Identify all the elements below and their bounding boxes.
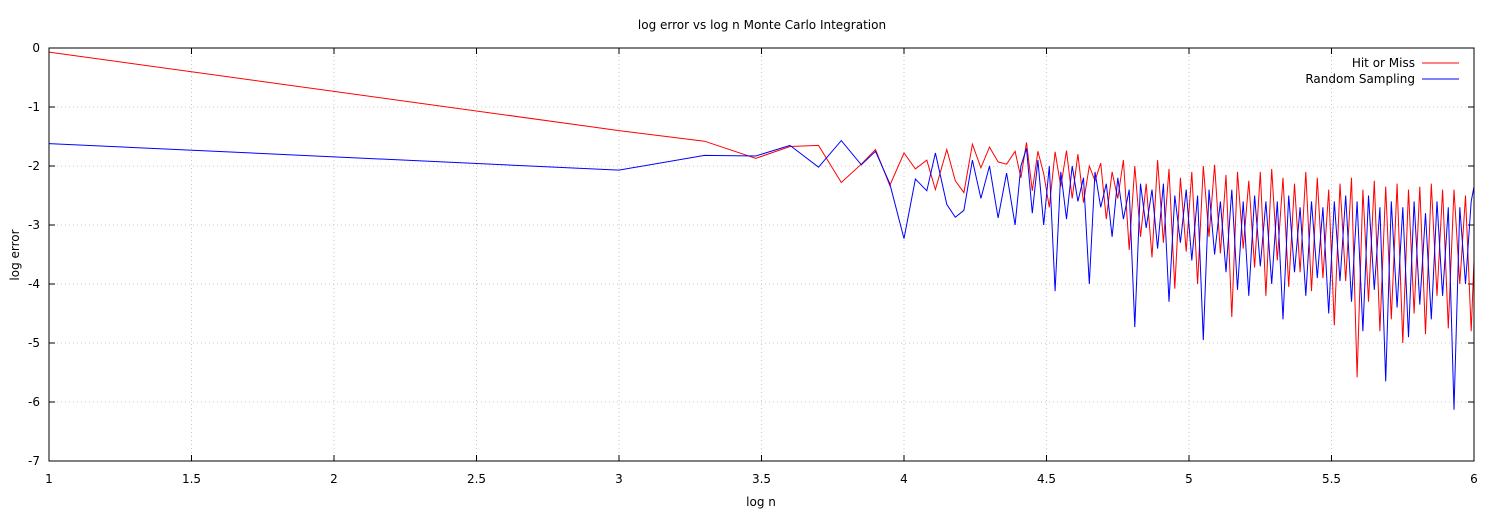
legend-label-hit-or-miss: Hit or Miss (1352, 56, 1415, 70)
series-line-random-sampling (48, 139, 1475, 410)
x-tick-label: 6 (1470, 472, 1478, 486)
x-tick-label: 2.5 (467, 472, 486, 486)
y-tick-label: -6 (28, 395, 40, 409)
y-tick-label: 0 (32, 41, 40, 55)
y-axis-label: log error (8, 229, 22, 280)
x-tick-label: 1 (45, 472, 53, 486)
axis-ticks: 1 1.5 2 2.5 3 3.5 4 4.5 5 5.5 6 0 -1 -2 -3 -4 -5 -6 -7 (28, 41, 1478, 486)
x-axis-label: log n (746, 495, 776, 509)
x-tick-label: 4.5 (1037, 472, 1056, 486)
x-tick-label: 3.5 (752, 472, 771, 486)
x-tick-label: 4 (900, 472, 908, 486)
x-tick-label: 3 (615, 472, 623, 486)
plot-frame (48, 47, 1475, 462)
x-tick-label: 5.5 (1322, 472, 1341, 486)
y-tick-label: -2 (28, 159, 40, 173)
grid (49, 48, 1474, 461)
x-tick-label: 5 (1185, 472, 1193, 486)
x-tick-label: 1.5 (182, 472, 201, 486)
legend-label-random-sampling: Random Sampling (1305, 72, 1415, 86)
y-tick-label: -7 (28, 454, 40, 468)
y-tick-label: -3 (28, 218, 40, 232)
y-tick-label: -5 (28, 336, 40, 350)
series-lines (48, 51, 1475, 410)
chart-title: log error vs log n Monte Carlo Integrati… (638, 18, 886, 32)
legend: Hit or Miss Random Sampling (1305, 56, 1459, 86)
y-tick-label: -1 (28, 100, 40, 114)
y-tick-label: -4 (28, 277, 40, 291)
x-tick-label: 2 (330, 472, 338, 486)
